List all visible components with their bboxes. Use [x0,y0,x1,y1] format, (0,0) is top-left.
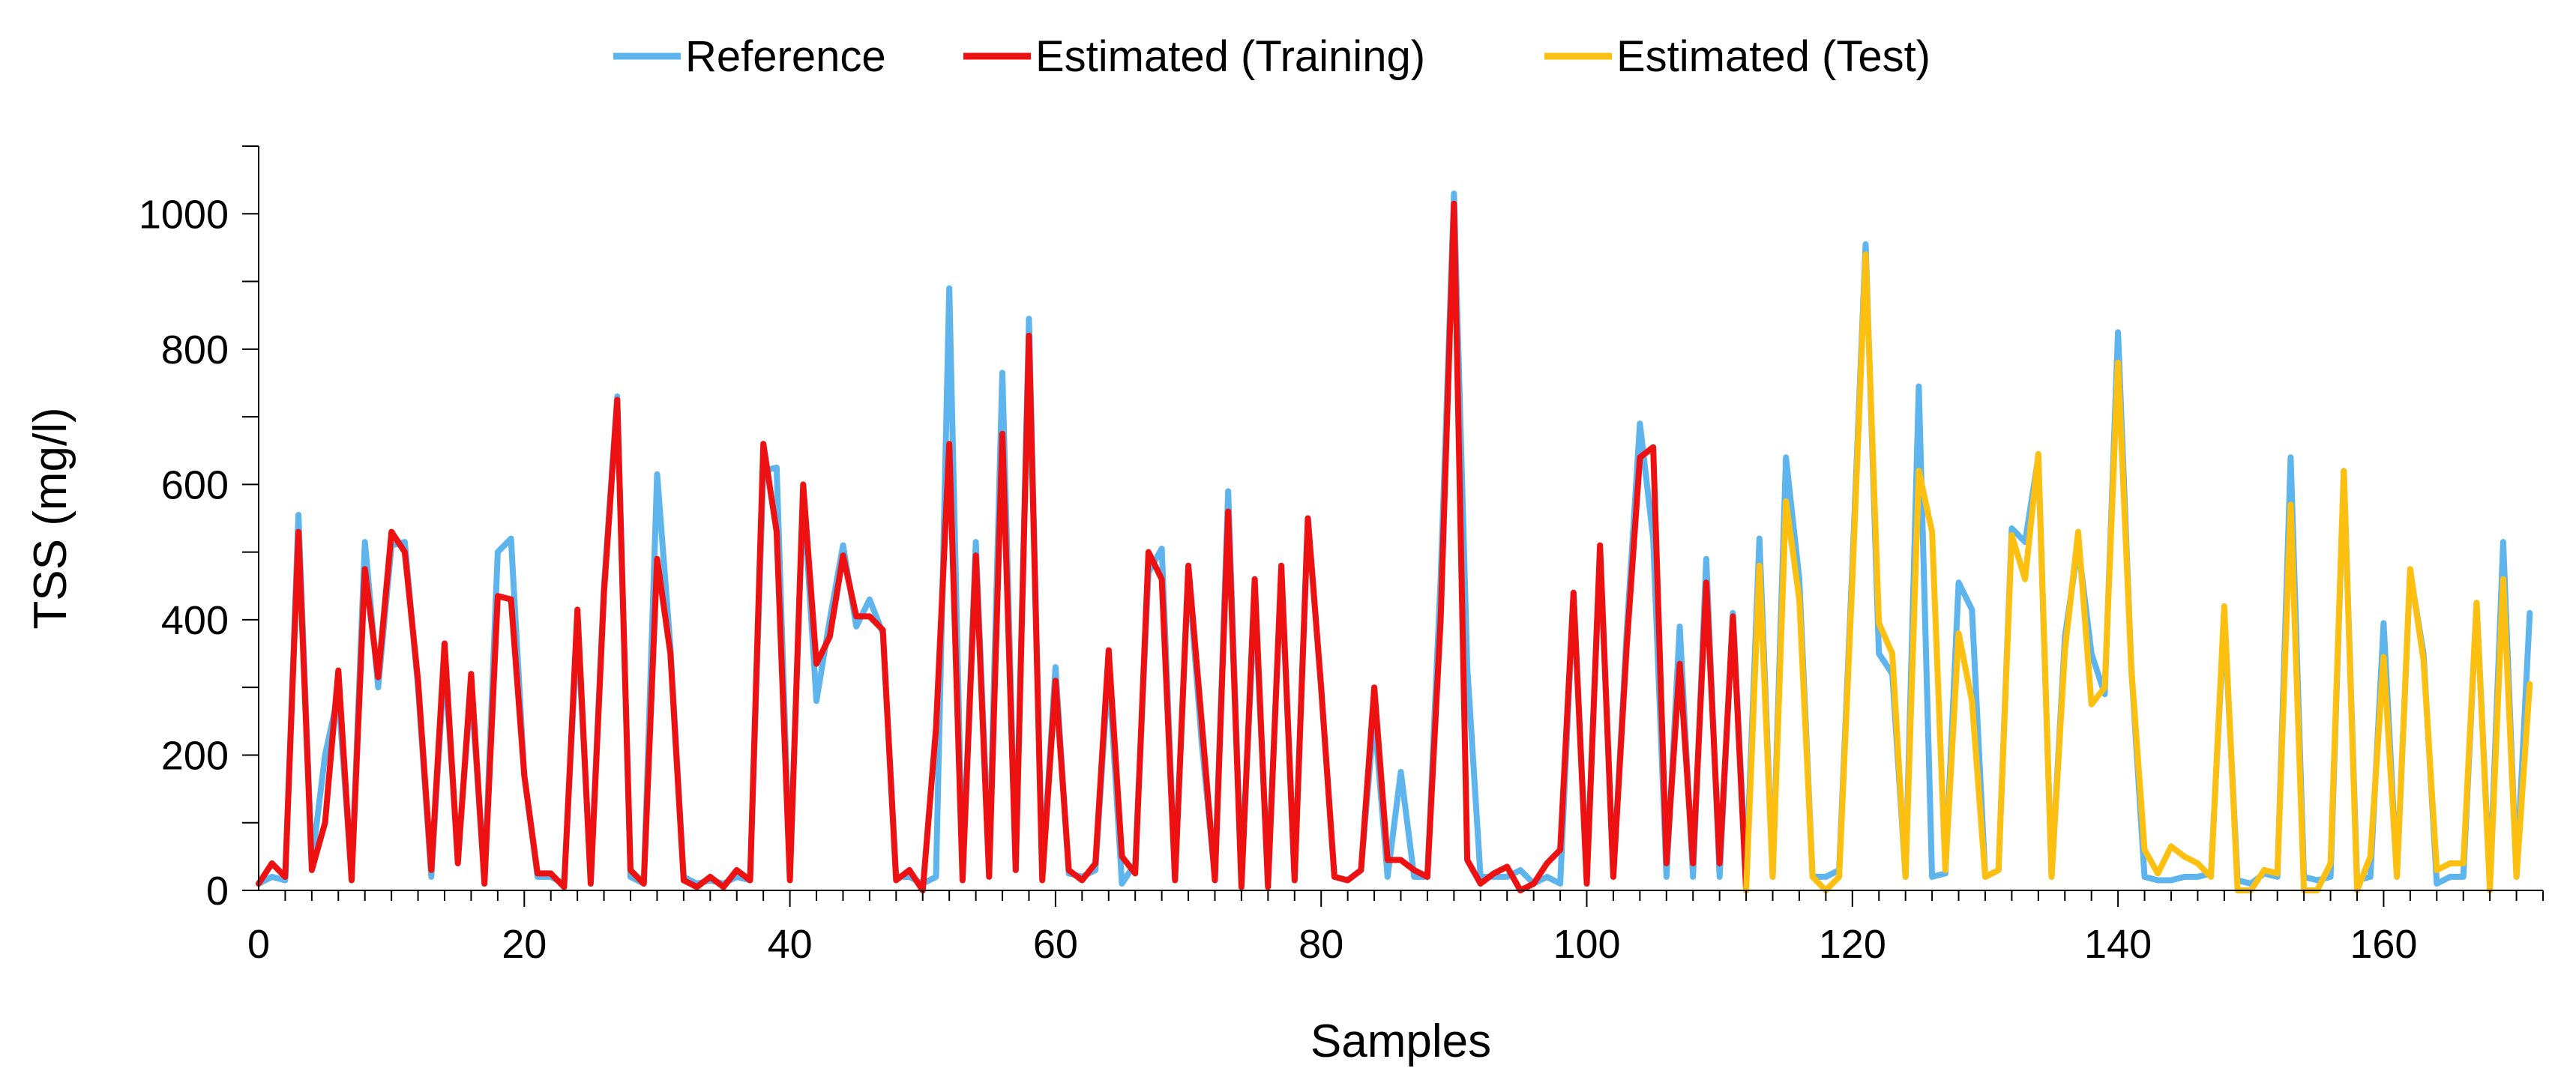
legend-label-estimated-training: Estimated (Training) [1035,32,1425,81]
x-tick-label: 160 [2350,922,2417,967]
y-tick-label: 600 [161,462,229,507]
legend: Reference Estimated (Training) Estimated (… [613,32,1931,81]
y-tick-label: 1000 [139,192,229,237]
x-tick-label: 20 [502,922,547,967]
legend-label-estimated-test: Estimated (Test) [1616,32,1931,81]
ticks: 0 200 400 600 800 1000 0 20 40 60 80 100 120 140 160 [139,145,2544,967]
x-tick-label: 100 [1553,922,1620,967]
series-line-estimated-training [256,200,1750,893]
x-tick-label: 80 [1298,922,1343,967]
y-axis-title: TSS (mg/l) [25,407,76,629]
x-tick-label: 120 [1819,922,1886,967]
x-tick-label: 140 [2084,922,2152,967]
x-tick-label: 0 [247,922,270,967]
y-tick-label: 400 [161,598,229,643]
y-tick-label: 800 [161,328,229,372]
plot-area [256,190,2533,893]
x-tick-label: 60 [1033,922,1078,967]
series-line-estimated-test [1743,251,2533,893]
x-axis-title: Samples [1310,1016,1491,1067]
legend-label-reference: Reference [685,32,886,81]
x-tick-label: 40 [768,922,813,967]
series-line-reference [256,190,2533,887]
y-tick-label: 0 [206,869,229,914]
y-tick-label: 200 [161,733,229,778]
